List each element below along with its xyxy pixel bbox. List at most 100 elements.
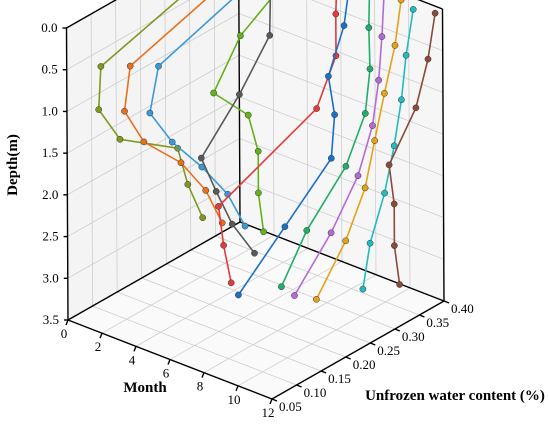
month-gridline-side bbox=[272, 0, 275, 236]
data-point-month-11-depth-1 bbox=[398, 96, 405, 104]
wc-tick-label: 0.20 bbox=[353, 357, 376, 372]
month-tick-label: 0 bbox=[61, 326, 68, 341]
data-point-month-8-depth-1 bbox=[366, 65, 374, 73]
depth-tick-label: 2.5 bbox=[42, 229, 58, 244]
data-point-month-6-depth-3 bbox=[227, 279, 235, 287]
series-month-12 bbox=[385, 9, 439, 288]
wc-gridline-back bbox=[164, 0, 167, 265]
wc-gridline-floor bbox=[215, 235, 420, 316]
data-point-month-10-depth-0.5 bbox=[391, 42, 399, 49]
data-point-month-7-depth-2 bbox=[327, 154, 335, 162]
y-axis-label: Unfrozen water content (%) bbox=[365, 388, 545, 404]
data-point-month-7-depth-1 bbox=[325, 72, 332, 80]
depth-gridline-back bbox=[67, 138, 240, 237]
wc-tick-label: 0.35 bbox=[426, 315, 449, 330]
depth-gridline-back bbox=[66, 13, 240, 112]
wc-gridline-floor bbox=[117, 291, 322, 372]
depth-gridline-back bbox=[66, 54, 240, 154]
depth-tick-label: 0.5 bbox=[41, 62, 57, 77]
frame-edge bbox=[271, 300, 445, 400]
month-gridline-floor bbox=[135, 248, 309, 347]
data-point-month-11-depth-2.5 bbox=[366, 239, 374, 247]
data-point-month-8-depth-2.5 bbox=[303, 227, 311, 234]
data-point-month-5-depth-0.5 bbox=[266, 32, 274, 39]
wc-tick-mark bbox=[271, 398, 278, 402]
series-month-5 bbox=[197, 0, 274, 257]
frame-edge bbox=[66, 0, 118, 29]
data-point-month-11-depth-2 bbox=[381, 189, 388, 197]
z-axis-label: Depth(m) bbox=[5, 134, 21, 196]
data-point-month-11-depth-3 bbox=[359, 285, 367, 293]
chart-back-panels bbox=[66, 0, 444, 399]
data-point-month-6-depth-2.5 bbox=[220, 241, 227, 249]
data-point-month-9-depth-3 bbox=[291, 292, 298, 299]
data-point-month-12-depth-1 bbox=[412, 104, 420, 112]
data-point-month-12-depth-3 bbox=[396, 281, 403, 288]
depth-tick-label: 1.0 bbox=[42, 103, 58, 118]
x-axis-label: Month bbox=[123, 380, 167, 396]
series-month-2 bbox=[121, 0, 226, 227]
month-gridline-side bbox=[408, 0, 411, 288]
wc-tick-mark bbox=[443, 300, 450, 304]
wc-tick-label: 0.10 bbox=[304, 385, 327, 400]
depth-tick-label: 3.0 bbox=[43, 270, 59, 285]
wc-tick-mark bbox=[394, 328, 401, 332]
depth-gridline-back bbox=[67, 96, 240, 196]
data-point-month-2-depth-2 bbox=[177, 159, 185, 167]
month-tick-mark bbox=[201, 372, 205, 378]
wc-tick-mark bbox=[419, 314, 425, 318]
data-point-month-5-depth-2.5 bbox=[228, 220, 236, 228]
data-point-month-12-depth-0 bbox=[431, 9, 439, 17]
series-month-4 bbox=[210, 0, 271, 236]
data-point-month-9-depth-1 bbox=[375, 76, 383, 84]
wc-gridline-floor bbox=[92, 305, 297, 386]
data-point-month-1-depth-2.5 bbox=[184, 181, 192, 188]
data-point-month-7-depth-0.5 bbox=[340, 22, 348, 29]
data-point-month-8-depth-2 bbox=[342, 162, 350, 170]
wc-gridline-back bbox=[139, 0, 143, 279]
data-point-month-12-depth-2 bbox=[390, 200, 398, 208]
back-wall-panel bbox=[66, 0, 240, 320]
data-point-month-8-depth-3 bbox=[278, 283, 285, 291]
data-point-month-10-depth-2 bbox=[361, 184, 369, 192]
wc-gridline-floor bbox=[141, 277, 346, 358]
data-point-month-8-depth-0.5 bbox=[365, 24, 373, 32]
data-point-month-3-depth-1 bbox=[146, 109, 154, 117]
chart-frame bbox=[62, 0, 450, 405]
month-tick-mark bbox=[269, 398, 273, 405]
data-point-month-10-depth-0 bbox=[397, 0, 405, 4]
data-point-month-10-depth-1 bbox=[381, 89, 388, 97]
data-point-month-3-depth-0.5 bbox=[155, 62, 162, 70]
month-tick-mark bbox=[133, 346, 137, 352]
series-month-6 bbox=[215, 0, 340, 287]
month-gridline-floor bbox=[203, 274, 377, 373]
data-point-month-2-depth-1 bbox=[121, 107, 128, 115]
data-point-month-5-depth-2 bbox=[212, 188, 220, 195]
data-point-month-5-depth-1.5 bbox=[197, 154, 205, 162]
data-point-month-5-depth-1 bbox=[236, 91, 243, 98]
wc-tick-label: 0.05 bbox=[279, 399, 302, 414]
data-point-month-10-depth-1.5 bbox=[371, 137, 379, 144]
data-point-month-4-depth-1.5 bbox=[244, 111, 252, 119]
data-point-month-7-depth-1.5 bbox=[331, 111, 338, 119]
month-tick-mark bbox=[167, 359, 171, 365]
frame-edge bbox=[441, 8, 445, 302]
data-point-month-1-depth-2 bbox=[174, 144, 182, 152]
frame-edge bbox=[65, 27, 69, 321]
data-point-month-12-depth-0.5 bbox=[424, 55, 432, 63]
data-point-month-5-depth-3 bbox=[251, 249, 258, 257]
data-point-month-1-depth-1.5 bbox=[116, 135, 124, 143]
frame-edge bbox=[67, 221, 241, 321]
data-point-month-9-depth-1.5 bbox=[369, 122, 376, 129]
month-tick-label: 4 bbox=[129, 352, 136, 367]
data-point-month-2-depth-0.5 bbox=[126, 62, 134, 70]
data-point-month-7-depth-3 bbox=[235, 291, 242, 299]
wc-tick-label: 0.25 bbox=[377, 343, 400, 358]
depth-tick-label: 2.0 bbox=[42, 187, 58, 202]
depth-tick-label: 1.5 bbox=[42, 145, 58, 160]
wc-gridline-back bbox=[90, 13, 93, 307]
wc-tick-label: 0.30 bbox=[402, 329, 425, 344]
data-point-month-2-depth-2.5 bbox=[202, 187, 210, 194]
